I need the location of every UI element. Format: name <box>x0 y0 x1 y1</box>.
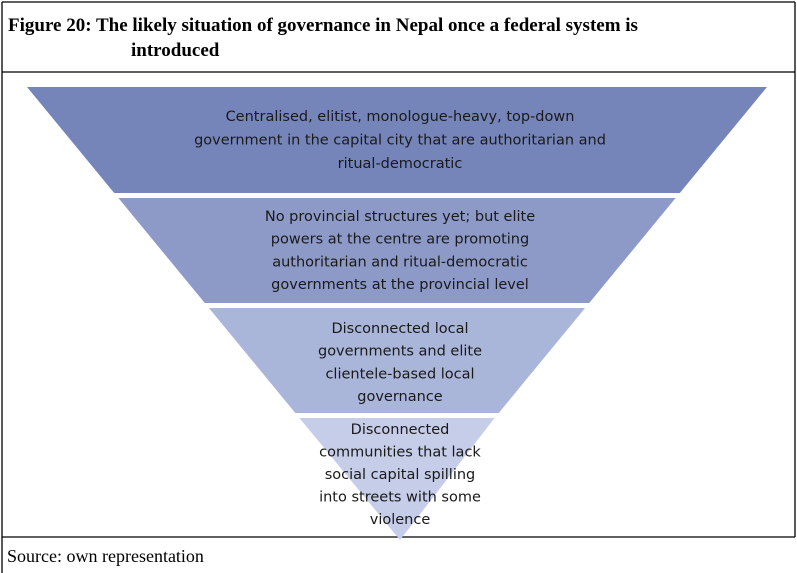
layer-text: No provincial structures yet; but elite <box>265 209 535 225</box>
layer-text: clientele-based local <box>325 366 474 382</box>
layer-shape <box>299 418 495 540</box>
layer-text: government in the capital city that are … <box>194 133 606 149</box>
title-line: introduced <box>131 40 220 61</box>
layer-text: into streets with some <box>319 490 481 506</box>
layer-text: authoritarian and ritual-democratic <box>272 254 528 270</box>
source: Source: own representation <box>7 546 204 566</box>
title-line: Figure 20: The likely situation of gover… <box>8 15 638 36</box>
layer-text: Centralised, elitist, monologue-heavy, t… <box>226 109 575 125</box>
layer-text: governance <box>357 389 443 405</box>
layer-text: governments and elite <box>318 344 482 360</box>
layer-text: communities that lack <box>319 445 481 461</box>
layer-shape <box>118 198 676 303</box>
layer-text: violence <box>370 512 431 528</box>
layer-text: ritual-democratic <box>338 156 463 172</box>
layer-text: powers at the centre are promoting <box>271 232 529 248</box>
layer-shape <box>27 87 767 193</box>
layer-text: Disconnected local <box>331 321 468 337</box>
layer-text: social capital spilling <box>325 467 476 483</box>
layer-text: governments at the provincial level <box>271 277 529 293</box>
layer-text: Disconnected <box>351 422 450 438</box>
layer-shape <box>208 308 586 413</box>
